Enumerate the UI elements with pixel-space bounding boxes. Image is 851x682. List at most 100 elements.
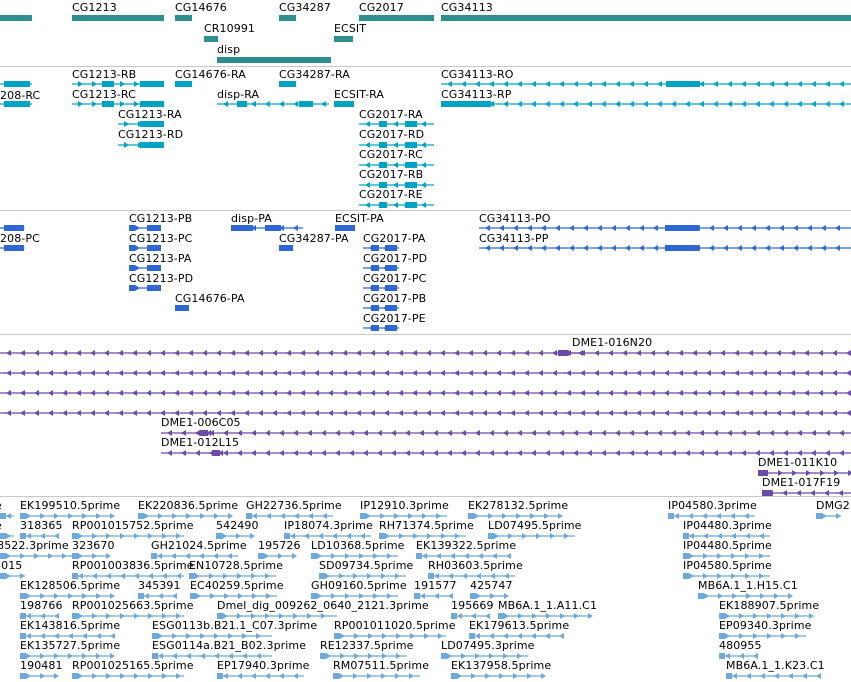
protein-cg2017-glyph-4[interactable] <box>363 324 399 332</box>
protein-disp-pa-glyph[interactable] <box>231 224 303 232</box>
gene-label-cr10991[interactable]: CR10991 <box>204 22 256 35</box>
clone-dme1-017f19-line[interactable] <box>762 489 851 497</box>
transcript-cg14676-ra-glyph[interactable] <box>175 80 192 88</box>
est-glyph-ep09340-3prime[interactable] <box>719 632 806 640</box>
est-glyph-ek188907-5prime[interactable] <box>719 612 814 620</box>
transcript-label-cg34113-ro[interactable]: CG34113-RO <box>441 68 514 81</box>
transcript-cg34113-rp-glyph[interactable] <box>441 100 851 108</box>
transcript-disp-ra-glyph[interactable] <box>217 100 329 108</box>
gene-label-cg34113[interactable]: CG34113 <box>441 1 493 14</box>
est-glyph-ld10368-5prime[interactable] <box>311 552 398 560</box>
protein-cg2017-glyph-1[interactable] <box>363 264 399 272</box>
est-glyph-sd09734-5prime[interactable] <box>319 572 406 580</box>
est-label-re12337-5prime[interactable]: RE12337.5prime <box>320 639 414 652</box>
transcript-208-rc-glyph-2[interactable] <box>0 100 32 108</box>
est-glyph-ek139322-5prime[interactable] <box>416 552 511 560</box>
est-glyph-ld07495-5prime[interactable] <box>488 532 575 540</box>
est-label-ek188907-5prime[interactable]: EK188907.5prime <box>719 599 820 612</box>
est-label-ec40259-5prime[interactable]: EC40259.5prime <box>190 579 284 592</box>
est-label-ek139322-5prime[interactable]: EK139322.5prime <box>416 539 517 552</box>
est-glyph-ek128506-5prime[interactable] <box>20 592 115 600</box>
est-glyph-ip18074-3prime[interactable] <box>284 532 371 540</box>
gene-label-cg2017[interactable]: CG2017 <box>359 1 404 14</box>
est-label-345391[interactable]: 345391 <box>138 579 181 592</box>
est-label-sd09734-5prime[interactable]: SD09734.5prime <box>319 559 414 572</box>
est-glyph-ec40259-5prime[interactable] <box>190 592 277 600</box>
est-label-gh09160-5prime[interactable]: GH09160.5prime <box>311 579 407 592</box>
est-glyph-esg0114a-b21-b02-3prime[interactable] <box>152 652 272 660</box>
gene-bar[interactable] <box>0 15 32 21</box>
est-glyph-mb6a-1-1-k23-c1[interactable] <box>726 672 821 680</box>
est-glyph-480955[interactable] <box>719 652 758 660</box>
est-glyph-gh09160-5prime[interactable] <box>311 592 398 600</box>
protein-208-pc-glyph-2[interactable] <box>0 244 25 252</box>
protein-cg2017-glyph-2[interactable] <box>363 284 399 292</box>
protein-label-cg1213-pd[interactable]: CG1213-PD <box>129 272 194 285</box>
clone-line-2[interactable] <box>0 389 851 397</box>
est-label-ek199510-5prime[interactable]: EK199510.5prime <box>20 499 121 512</box>
est-label-ld07495-5prime[interactable]: LD07495.5prime <box>488 519 582 532</box>
est-glyph-mb6a-1-1-a11-c1[interactable] <box>498 612 593 620</box>
est-label-ek128506-5prime[interactable]: EK128506.5prime <box>20 579 121 592</box>
est-glyph-gh21024-5prime[interactable] <box>151 552 238 560</box>
est-label-rp001011020-5prime[interactable]: RP001011020.5prime <box>334 619 456 632</box>
transcript-label-208-rc[interactable]: 208-RC <box>0 89 41 102</box>
transcript-label-cg1213-rb[interactable]: CG1213-RB <box>72 68 137 81</box>
est-glyph-18522-3prime[interactable] <box>0 552 74 560</box>
est-label-mb6a-1-1-a11-c1[interactable]: MB6A.1_1.A11.C1 <box>498 599 598 612</box>
gene-label-disp[interactable]: disp <box>217 43 241 56</box>
gene-bar-cg34287[interactable] <box>279 15 296 21</box>
est-glyph-ek278132-5prime[interactable] <box>468 512 563 520</box>
protein-label-cg2017-pe[interactable]: CG2017-PE <box>363 312 426 325</box>
est-glyph-rh71374-5prime[interactable] <box>379 532 466 540</box>
protein-label-cg1213-pc[interactable]: CG1213-PC <box>129 232 193 245</box>
transcript-label-cg1213-rc[interactable]: CG1213-RC <box>72 88 136 101</box>
est-glyph-rm07511-5prime[interactable] <box>333 672 420 680</box>
est-glyph-rh03603-5prime[interactable] <box>428 572 515 580</box>
protein-cg1213-glyph-0[interactable] <box>129 224 161 232</box>
transcript-label-cg2017-rd[interactable]: CG2017-RD <box>359 128 425 141</box>
est-glyph-ek135727-5prime[interactable] <box>20 652 115 660</box>
est-label-mb6a-1-1-k23-c1[interactable]: MB6A.1_1.K23.C1 <box>726 659 825 672</box>
est-label-ld07495-3prime[interactable]: LD07495.3prime <box>441 639 535 652</box>
est-glyph-esg0113b-b21-1-c07-3prime[interactable] <box>152 632 272 640</box>
est-label-ep09340-3prime[interactable]: EP09340.3prime <box>719 619 812 632</box>
gene-bar-disp[interactable] <box>217 57 331 63</box>
est-label-e[interactable]: e <box>0 499 2 512</box>
est-label-rm07511-5prime[interactable]: RM07511.5prime <box>333 659 430 672</box>
protein-label-cg2017-pc[interactable]: CG2017-PC <box>363 272 427 285</box>
gene-bar-cg1213[interactable] <box>72 15 164 21</box>
gene-label-cg34287[interactable]: CG34287 <box>279 1 331 14</box>
est-glyph-rp001011020-5prime[interactable] <box>334 632 446 640</box>
est-label-4015[interactable]: 4015 <box>0 559 23 572</box>
gene-bar-cr10991[interactable] <box>204 36 218 42</box>
transcript-cg2017-glyph-0[interactable] <box>359 120 434 128</box>
transcript-cg1213-rc-glyph[interactable] <box>72 100 164 108</box>
est-glyph-ip04480-3prime[interactable] <box>683 532 770 540</box>
clone-dme1-006c05-line[interactable] <box>161 429 851 437</box>
est-glyph-ek137958-5prime[interactable] <box>451 672 546 680</box>
transcript-label-cg14676-ra[interactable]: CG14676-RA <box>175 68 246 81</box>
est-glyph-ek179613-5prime[interactable] <box>469 632 564 640</box>
est-glyph-ld07495-3prime[interactable] <box>441 652 528 660</box>
transcript-cg1213-ra-glyph[interactable] <box>118 120 164 128</box>
est-label-rp001025165-5prime[interactable]: RP001025165.5prime <box>72 659 194 672</box>
est-label-195726[interactable]: 195726 <box>258 539 301 552</box>
gene-bar-cg34113[interactable] <box>441 15 851 21</box>
est-glyph-rp001025663-5prime[interactable] <box>72 612 184 620</box>
protein-cg1213-glyph-3[interactable] <box>129 284 161 292</box>
clone-dme1-012l15-marker[interactable] <box>212 449 223 457</box>
protein-label-cg34113-pp[interactable]: CG34113-PP <box>479 232 549 245</box>
clone-label-dme1-011k10[interactable]: DME1-011K10 <box>758 456 838 469</box>
transcript-label-cg2017-re[interactable]: CG2017-RE <box>359 188 423 201</box>
est-label-ip18074-3prime[interactable]: IP18074.3prime <box>284 519 373 532</box>
est-label-ip04480-3prime[interactable]: IP04480.3prime <box>683 519 772 532</box>
est-label-ip04580-3prime[interactable]: IP04580.3prime <box>668 499 757 512</box>
est-label-ek137958-5prime[interactable]: EK137958.5prime <box>451 659 552 672</box>
gene-label-ecsit[interactable]: ECSIT <box>334 22 367 35</box>
protein-label-cg34113-po[interactable]: CG34113-PO <box>479 212 551 225</box>
est-glyph-345391[interactable] <box>138 592 177 600</box>
protein-cg2017-glyph-3[interactable] <box>363 304 399 312</box>
protein-cg2017-glyph-0[interactable] <box>363 244 399 252</box>
est-label-480955[interactable]: 480955 <box>719 639 762 652</box>
